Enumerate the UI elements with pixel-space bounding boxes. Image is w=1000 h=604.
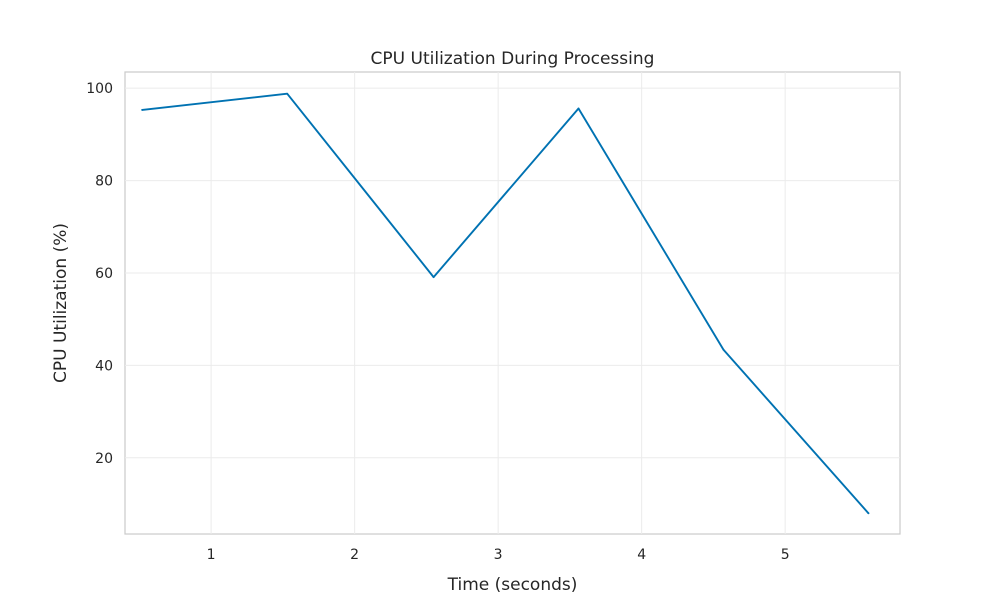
series-line [141, 92, 870, 515]
x-tick-label: 5 [781, 547, 790, 563]
data-point [722, 348, 725, 351]
x-tick-label: 1 [207, 547, 216, 563]
gridlines [125, 72, 900, 534]
x-axis-label: Time (seconds) [447, 575, 578, 595]
plot-area-frame [124, 71, 901, 535]
y-tick-label: 40 [95, 358, 113, 374]
data-point [432, 276, 435, 279]
x-tick-label: 2 [350, 547, 359, 563]
data-point [141, 108, 144, 111]
chart-title: CPU Utilization During Processing [371, 49, 655, 69]
data-point [867, 512, 870, 515]
series-layer [141, 92, 870, 515]
data-point [286, 92, 289, 95]
y-axis-ticks: 20 40 60 80 100 [86, 81, 113, 467]
y-tick-label: 20 [95, 451, 113, 467]
x-tick-label: 3 [494, 547, 503, 563]
y-axis-label: CPU Utilization (%) [51, 223, 71, 383]
y-tick-label: 60 [95, 266, 113, 282]
x-axis-ticks: 1 2 3 4 5 [207, 547, 790, 563]
y-tick-label: 100 [86, 81, 113, 97]
x-tick-label: 4 [637, 547, 646, 563]
y-tick-label: 80 [95, 174, 113, 190]
data-point [577, 107, 580, 110]
